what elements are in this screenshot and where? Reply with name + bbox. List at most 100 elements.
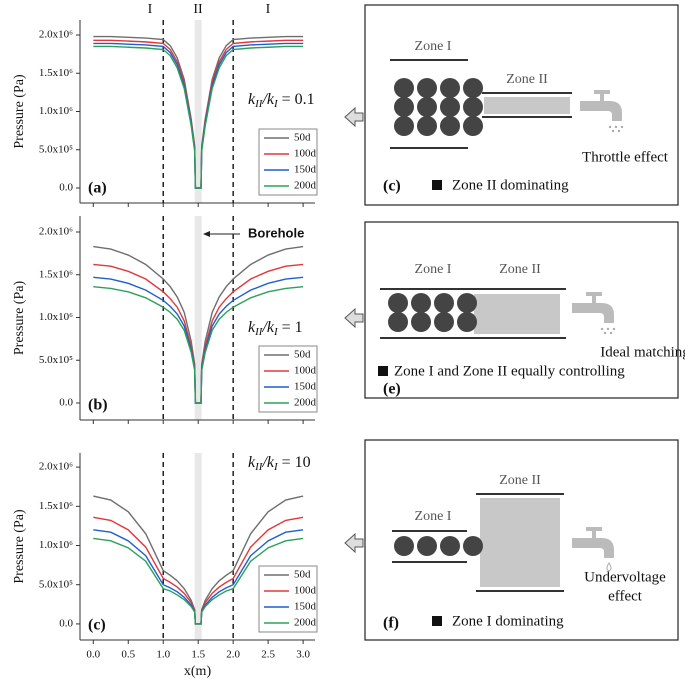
grain — [417, 78, 437, 98]
faucet-handle — [586, 292, 602, 296]
ratio-part: k — [248, 319, 256, 336]
grain — [463, 536, 483, 556]
note: Zone I and Zone II equally controlling — [394, 363, 625, 379]
faucet — [580, 101, 622, 121]
faucet-stem — [592, 295, 596, 303]
legend-box — [258, 565, 318, 633]
y-tick-label: 1.0x10⁶ — [39, 105, 73, 117]
grain — [394, 97, 414, 117]
diagram-frame — [364, 4, 679, 206]
legend-label: 50d — [294, 569, 311, 581]
legend-label: 50d — [294, 132, 311, 144]
y-tick-label: 0.0 — [59, 617, 73, 629]
diagram-e: Zone I Zone II Ideal matching Zone I and… — [364, 221, 685, 399]
grain — [411, 293, 431, 313]
grain — [394, 78, 414, 98]
effect-label: effect — [608, 588, 643, 604]
ratio-part: = 10 — [278, 454, 311, 471]
zone-label: I — [148, 2, 153, 17]
legend-label: 100d — [294, 365, 317, 377]
ratio-part: /k — [261, 319, 274, 336]
y-tick-label: 0.0 — [59, 182, 73, 194]
y-axis-title: Pressure (Pa) — [12, 74, 27, 149]
zone-label: II — [193, 2, 203, 17]
zone-block — [474, 294, 560, 334]
y-tick-label: 5.0x10⁵ — [39, 578, 73, 590]
panel-label: (a) — [88, 180, 107, 197]
grain — [417, 536, 437, 556]
x-tick-label: 1.0 — [156, 649, 170, 661]
grain — [457, 312, 477, 332]
faucet — [572, 303, 614, 323]
legend-label: 200d — [294, 180, 317, 192]
diagram-frame — [364, 221, 679, 399]
diagram-frame — [364, 439, 679, 641]
spray — [620, 125, 624, 129]
spray — [606, 327, 610, 331]
panel-label: (f) — [383, 615, 399, 632]
spray — [603, 331, 607, 335]
faucet-stem — [600, 93, 604, 101]
spray — [609, 331, 613, 335]
spray — [611, 129, 615, 133]
grain — [388, 312, 408, 332]
arrow — [344, 106, 364, 128]
spray — [608, 125, 612, 129]
borehole-band — [194, 20, 202, 203]
ratio-label: kII/kI = 0.1 — [248, 91, 315, 110]
legend-label: 50d — [294, 349, 311, 361]
grain — [463, 78, 483, 98]
grain — [434, 312, 454, 332]
ratio-part: I — [273, 98, 279, 110]
ratio-part: II — [254, 326, 264, 338]
ratio-part: II — [254, 461, 264, 473]
effect-label: Throttle effect — [582, 149, 669, 165]
series-line — [93, 537, 304, 625]
x-axis-title: x(m) — [184, 664, 212, 679]
zone-label: Zone I — [415, 509, 452, 524]
zone-block — [480, 498, 560, 587]
legend-box — [258, 345, 318, 413]
ratio-label: kII/kI = 10 — [248, 454, 311, 473]
arrow — [344, 532, 364, 554]
spray — [614, 125, 618, 129]
drop — [606, 562, 612, 572]
arrow — [344, 307, 364, 329]
ratio-part: = 0.1 — [278, 91, 315, 108]
legend-label: 150d — [294, 601, 317, 613]
legend-label: 100d — [294, 585, 317, 597]
spray — [612, 327, 616, 331]
bullet — [432, 616, 442, 626]
x-tick-label: 0.5 — [121, 649, 135, 661]
legend-label: 200d — [294, 397, 317, 409]
grain — [463, 116, 483, 136]
bullet — [378, 366, 388, 376]
y-tick-label: 2.0x10⁶ — [39, 226, 73, 238]
y-tick-label: 1.0x10⁶ — [39, 539, 73, 551]
faucet-stem — [592, 530, 596, 538]
grain — [440, 97, 460, 117]
ratio-label: kII/kI = 1 — [248, 319, 303, 338]
grain — [463, 97, 483, 117]
faucet-handle — [586, 527, 602, 531]
x-tick-label: 2.5 — [261, 649, 275, 661]
legend-label: 100d — [294, 148, 317, 160]
ratio-part: I — [273, 461, 279, 473]
y-tick-label: 1.0x10⁶ — [39, 311, 73, 323]
series-line — [93, 286, 304, 404]
panel-label: (c) — [88, 617, 106, 634]
grain — [411, 312, 431, 332]
legend-label: 150d — [294, 164, 317, 176]
panel-label: (c) — [383, 178, 401, 195]
zone-label: I — [266, 2, 271, 17]
spray — [600, 327, 604, 331]
grain — [457, 293, 477, 313]
panel-label: (e) — [383, 381, 401, 398]
diagram-c: Zone I Zone II Throttle effect (c) Zone … — [364, 4, 679, 206]
ratio-part: k — [248, 454, 256, 471]
x-tick-label: 2.0 — [226, 649, 240, 661]
diagram-f: Zone II Zone I Undervoltage effect (f) Z… — [364, 439, 679, 641]
y-tick-label: 1.5x10⁶ — [39, 500, 73, 512]
zone-label: Zone II — [499, 262, 541, 277]
